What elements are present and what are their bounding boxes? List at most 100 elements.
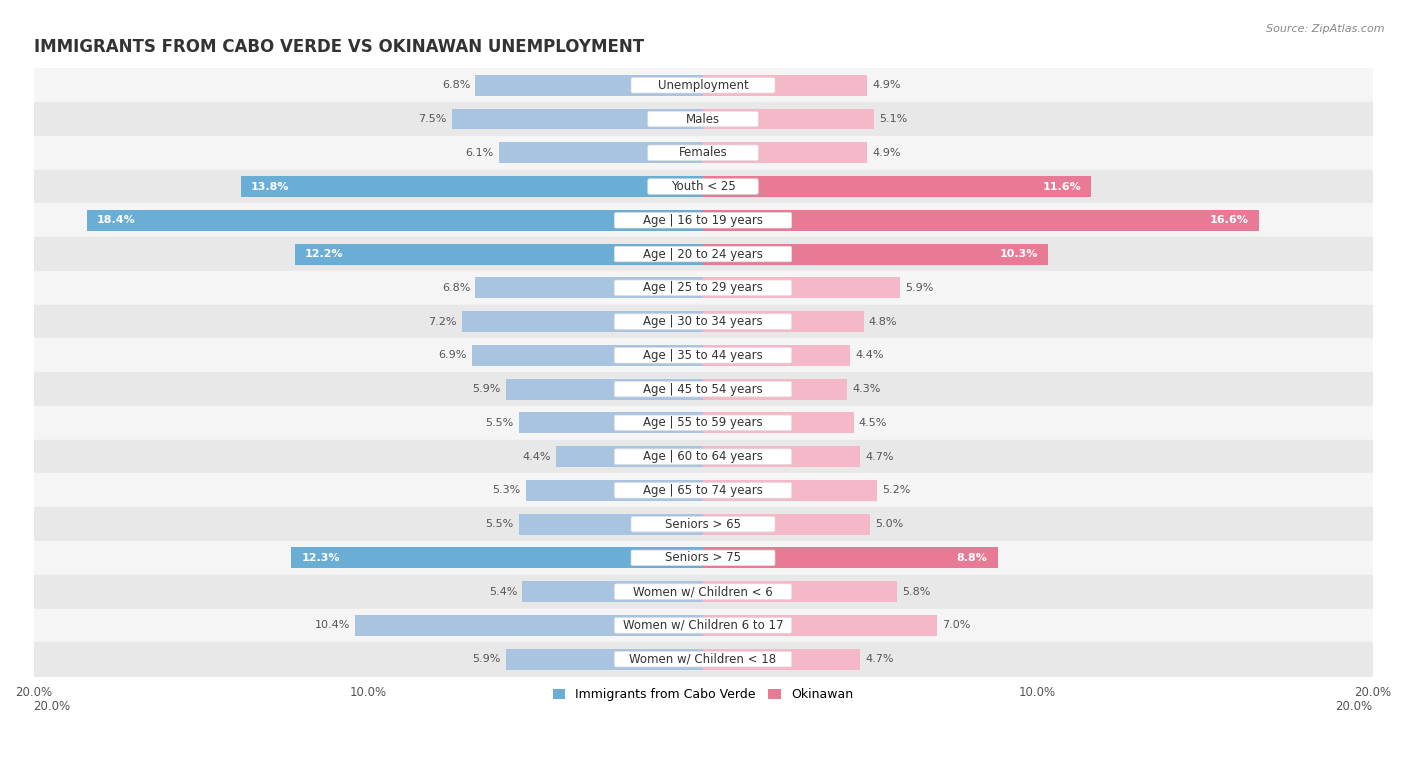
Bar [506,378,703,400]
Bar [703,547,997,569]
Bar [703,108,873,129]
Text: 7.2%: 7.2% [429,316,457,326]
Text: 20.0%: 20.0% [34,699,70,712]
Bar [703,345,851,366]
Bar [703,244,1047,264]
Text: Unemployment: Unemployment [658,79,748,92]
Text: 5.5%: 5.5% [485,519,513,529]
Text: Age | 35 to 44 years: Age | 35 to 44 years [643,349,763,362]
Bar [703,446,860,467]
Bar [703,311,863,332]
Text: 11.6%: 11.6% [1042,182,1081,192]
FancyBboxPatch shape [614,213,792,228]
FancyBboxPatch shape [614,652,792,667]
FancyBboxPatch shape [614,584,792,600]
Text: 6.9%: 6.9% [439,350,467,360]
Text: 5.5%: 5.5% [485,418,513,428]
FancyBboxPatch shape [614,382,792,397]
FancyBboxPatch shape [614,280,792,295]
Text: 6.1%: 6.1% [465,148,494,157]
Bar [291,547,703,569]
Bar [703,480,877,501]
FancyBboxPatch shape [614,483,792,498]
Text: 6.8%: 6.8% [441,80,471,90]
Text: Females: Females [679,146,727,159]
Bar [519,514,703,534]
Text: 4.7%: 4.7% [865,452,894,462]
FancyBboxPatch shape [614,449,792,464]
Text: 18.4%: 18.4% [97,215,136,226]
Bar [703,210,1258,231]
FancyBboxPatch shape [648,111,758,126]
Bar [354,615,703,636]
Bar [519,413,703,433]
Text: Women w/ Children < 18: Women w/ Children < 18 [630,653,776,665]
Text: 5.1%: 5.1% [879,114,907,124]
Text: 5.9%: 5.9% [905,283,934,293]
Text: 4.9%: 4.9% [872,148,900,157]
Bar [451,108,703,129]
Bar [506,649,703,670]
FancyBboxPatch shape [614,246,792,262]
Text: 5.8%: 5.8% [903,587,931,597]
Text: Age | 16 to 19 years: Age | 16 to 19 years [643,213,763,227]
Bar [703,277,900,298]
Text: 6.8%: 6.8% [441,283,471,293]
Text: 13.8%: 13.8% [252,182,290,192]
Text: Women w/ Children 6 to 17: Women w/ Children 6 to 17 [623,619,783,632]
Text: 5.9%: 5.9% [472,654,501,664]
Text: 5.4%: 5.4% [489,587,517,597]
Text: Age | 60 to 64 years: Age | 60 to 64 years [643,450,763,463]
Bar [703,615,938,636]
Bar [703,514,870,534]
Text: Women w/ Children < 6: Women w/ Children < 6 [633,585,773,598]
Text: 7.0%: 7.0% [942,621,970,631]
Text: 5.9%: 5.9% [472,384,501,394]
FancyBboxPatch shape [614,347,792,363]
Text: 10.3%: 10.3% [1000,249,1038,259]
Text: Age | 30 to 34 years: Age | 30 to 34 years [643,315,763,328]
Text: 10.4%: 10.4% [315,621,350,631]
Text: 4.4%: 4.4% [855,350,884,360]
Text: Source: ZipAtlas.com: Source: ZipAtlas.com [1267,24,1385,34]
Bar [475,277,703,298]
Bar [475,75,703,95]
Bar [555,446,703,467]
Text: Age | 65 to 74 years: Age | 65 to 74 years [643,484,763,497]
FancyBboxPatch shape [614,314,792,329]
Text: 4.5%: 4.5% [859,418,887,428]
FancyBboxPatch shape [648,145,758,160]
Text: Age | 25 to 29 years: Age | 25 to 29 years [643,282,763,294]
Bar [703,649,860,670]
FancyBboxPatch shape [631,550,775,565]
FancyBboxPatch shape [614,415,792,431]
Text: 8.8%: 8.8% [956,553,987,563]
Bar [87,210,703,231]
Text: 5.0%: 5.0% [876,519,904,529]
Text: 12.3%: 12.3% [301,553,340,563]
Bar [703,378,846,400]
Text: 20.0%: 20.0% [1336,699,1372,712]
Bar [240,176,703,197]
Bar [703,176,1091,197]
Text: 7.5%: 7.5% [419,114,447,124]
Text: 4.9%: 4.9% [872,80,900,90]
FancyBboxPatch shape [614,618,792,633]
Bar [499,142,703,164]
Text: Age | 55 to 59 years: Age | 55 to 59 years [643,416,763,429]
Text: 4.7%: 4.7% [865,654,894,664]
Text: Seniors > 65: Seniors > 65 [665,518,741,531]
Text: 16.6%: 16.6% [1209,215,1249,226]
Text: IMMIGRANTS FROM CABO VERDE VS OKINAWAN UNEMPLOYMENT: IMMIGRANTS FROM CABO VERDE VS OKINAWAN U… [34,38,644,56]
Bar [703,413,853,433]
Bar [463,311,703,332]
FancyBboxPatch shape [631,77,775,93]
Text: 12.2%: 12.2% [305,249,343,259]
Bar [522,581,703,602]
Text: Seniors > 75: Seniors > 75 [665,551,741,565]
FancyBboxPatch shape [648,179,758,195]
Text: 5.2%: 5.2% [882,485,911,495]
Bar [703,581,897,602]
Text: Age | 20 to 24 years: Age | 20 to 24 years [643,248,763,260]
Bar [295,244,703,264]
